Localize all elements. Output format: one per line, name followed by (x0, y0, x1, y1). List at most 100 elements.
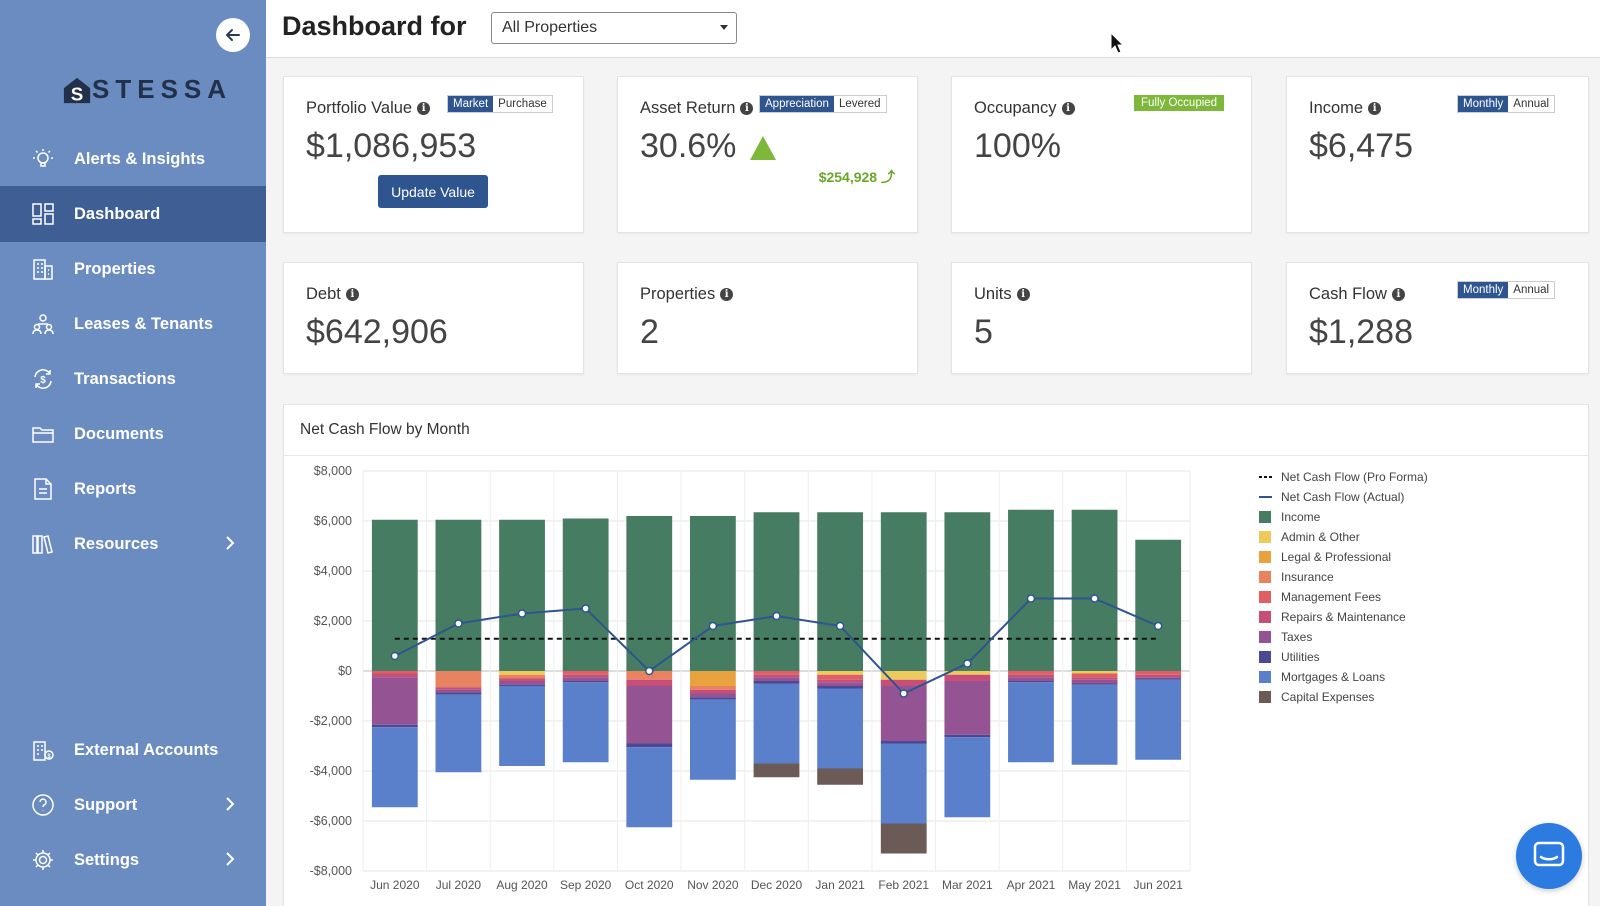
actual-point (1026, 594, 1036, 603)
bar-segment (562, 518, 609, 671)
y-tick-label: $0 (338, 664, 352, 678)
card-value: 2 (640, 313, 659, 351)
legend-swatch (1259, 531, 1271, 543)
legend-label: Net Cash Flow (Actual) (1281, 490, 1404, 504)
legend-label: Admin & Other (1281, 530, 1360, 544)
bar-segment (1135, 674, 1182, 678)
gear-icon (30, 847, 56, 873)
bar-segment (689, 686, 736, 690)
bar-segment (753, 683, 800, 764)
sidebar-item-properties[interactable]: Properties (0, 241, 266, 297)
bar-segment (753, 674, 800, 678)
legend-label: Mortgages & Loans (1281, 670, 1385, 684)
update-value-button[interactable]: Update Value (378, 175, 488, 208)
toggle-annual[interactable]: Annual (1508, 96, 1555, 112)
bar-segment (753, 677, 800, 681)
building-icon (30, 256, 56, 282)
bar-segment (562, 682, 609, 763)
bar-segment (880, 743, 927, 824)
actual-point (708, 621, 718, 631)
info-icon[interactable]: i (720, 288, 734, 301)
toggle-appreciation[interactable]: Appreciation (760, 96, 834, 112)
dashboard-grid-icon (30, 201, 56, 227)
x-tick-label: Nov 2020 (687, 878, 739, 892)
sidebar-item-alerts[interactable]: Alerts & Insights (0, 131, 266, 187)
toggle-annual[interactable]: Annual (1508, 282, 1555, 298)
info-icon[interactable]: i (1368, 102, 1382, 115)
card-title-text: Properties (640, 285, 716, 303)
sidebar-item-label: Dashboard (74, 204, 161, 223)
sidebar-item-support[interactable]: Support (0, 777, 266, 833)
report-icon (30, 476, 56, 502)
x-tick-label: Dec 2020 (751, 878, 803, 892)
bar-segment (817, 671, 864, 675)
help-circle-icon (30, 792, 56, 818)
sidebar-item-dashboard[interactable]: Dashboard (0, 186, 266, 242)
bar-segment (1008, 677, 1054, 681)
legend-label: Net Cash Flow (Pro Forma) (1281, 470, 1428, 484)
y-tick-label: $8,000 (314, 464, 352, 478)
bar-segment (817, 686, 864, 689)
sidebar-item-reports[interactable]: Reports (0, 461, 266, 517)
bar-segment (435, 519, 482, 671)
toggle-monthly[interactable]: Monthly (1458, 96, 1509, 112)
legend-label: Insurance (1281, 570, 1334, 584)
chat-support-button[interactable] (1516, 823, 1582, 889)
bar-segment (626, 743, 673, 748)
sidebar-item-external-accounts[interactable]: $ External Accounts (0, 722, 266, 778)
bar-segment (753, 763, 800, 778)
collapse-sidebar-button[interactable] (216, 18, 250, 52)
toggle-market[interactable]: Market (448, 96, 494, 112)
cash-flow-card: Cash Flow i Monthly Annual $1,288 (1286, 262, 1589, 374)
bar-segment (499, 674, 545, 679)
bar-segment (689, 689, 736, 694)
bar-segment (880, 823, 927, 854)
bar-segment (817, 768, 864, 785)
toggle-purchase[interactable]: Purchase (493, 96, 552, 112)
legend-swatch (1259, 591, 1271, 603)
bar-segment (435, 689, 482, 693)
info-icon[interactable]: i (345, 288, 359, 301)
toggle-levered[interactable]: Levered (833, 96, 886, 112)
bar-segment (753, 681, 800, 684)
bar-segment (753, 671, 800, 675)
bar-segment (371, 724, 418, 728)
sidebar-item-resources[interactable]: Resources (0, 516, 266, 572)
sidebar-item-leases-tenants[interactable]: Leases & Tenants (0, 296, 266, 352)
x-tick-label: Oct 2020 (625, 878, 674, 892)
caret-down-icon (720, 25, 728, 30)
sidebar-item-transactions[interactable]: $ Transactions (0, 351, 266, 407)
cash-flow-toggle: Monthly Annual (1457, 281, 1556, 299)
info-icon[interactable]: i (1016, 288, 1030, 301)
actual-point (645, 666, 654, 676)
x-tick-label: Jan 2021 (815, 878, 865, 892)
bar-segment (1008, 681, 1054, 683)
actual-point (1153, 621, 1163, 631)
sidebar-item-settings[interactable]: Settings (0, 832, 266, 888)
card-value: $642,906 (306, 313, 448, 351)
legend-label: Taxes (1281, 630, 1312, 644)
bar-segment (689, 697, 736, 700)
sidebar-item-label: Documents (74, 424, 164, 443)
sidebar-item-label: Properties (74, 259, 156, 278)
card-title: Cash Flow i (1309, 285, 1405, 304)
occupancy-card: Occupancy i Fully Occupied 100% (951, 76, 1252, 233)
bar-segment (435, 694, 482, 773)
sidebar-item-label: External Accounts (74, 740, 219, 759)
property-select[interactable]: All Properties (491, 12, 737, 44)
x-tick-label: Jul 2020 (436, 878, 482, 892)
chevron-right-icon (226, 852, 235, 866)
bar-segment (1071, 671, 1118, 674)
sidebar-item-documents[interactable]: Documents (0, 406, 266, 462)
bar-segment (1008, 671, 1054, 675)
info-icon[interactable]: i (1061, 102, 1075, 115)
info-icon[interactable]: i (1391, 288, 1405, 301)
bar-segment (562, 674, 609, 678)
info-icon[interactable]: i (417, 102, 431, 115)
income-card: Income i Monthly Annual $6,475 (1286, 76, 1589, 233)
bar-segment (753, 512, 800, 671)
asset-return-card: Asset Return i Appreciation Levered 30.6%… (617, 76, 918, 233)
toggle-monthly[interactable]: Monthly (1458, 282, 1509, 298)
info-icon[interactable]: i (740, 102, 754, 115)
bar-segment (1135, 671, 1182, 675)
